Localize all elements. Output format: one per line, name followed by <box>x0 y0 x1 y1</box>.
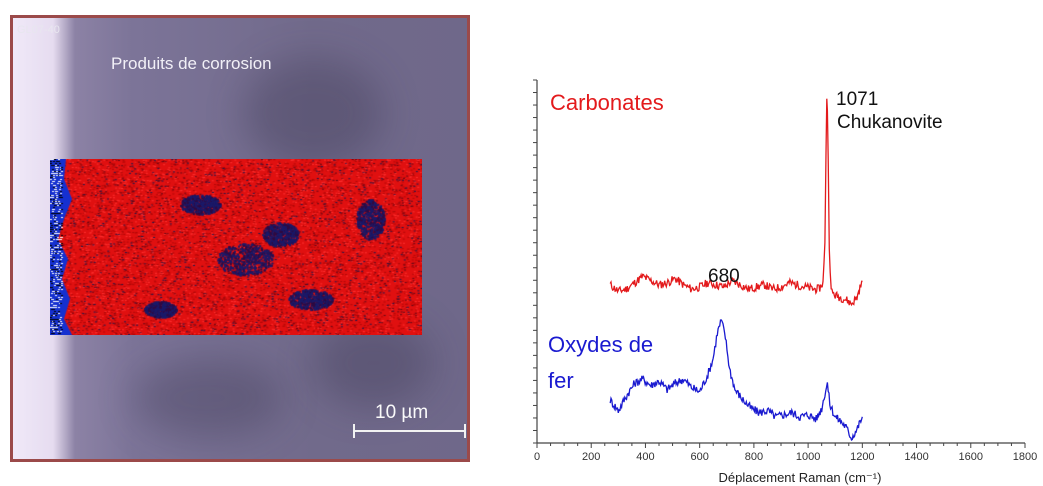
x-tick-label: 1600 <box>959 451 983 463</box>
carbonates-label: Carbonates <box>550 90 664 115</box>
oxides-label-line2: fer <box>548 368 574 393</box>
raman-map-image <box>50 159 422 335</box>
peak-1071-label: 1071 <box>836 89 878 110</box>
x-axis-label: Déplacement Raman (cm⁻¹) <box>719 470 882 485</box>
series-line-carbonates <box>609 98 863 307</box>
chart-labels: Carbonates 1071 Chukanovite 680 Oxydes d… <box>548 89 943 485</box>
micrograph-panel: GL07-40 Produits de corrosion 10 µm <box>10 15 470 462</box>
x-tick-label: 1400 <box>904 451 928 463</box>
chukanovite-label: Chukanovite <box>837 112 943 133</box>
x-tick-label: 0 <box>534 451 540 463</box>
peak-680-label: 680 <box>708 266 740 287</box>
x-tick-label: 800 <box>745 451 763 463</box>
series-line-iron-oxides <box>609 319 863 441</box>
oxides-label-line1: Oxydes de <box>548 332 653 357</box>
x-tick-label: 600 <box>690 451 708 463</box>
chart-axes: 0 200 400 600 800 1000 1200 1400 1600 1800 <box>533 79 1037 463</box>
x-tick-label: 1200 <box>850 451 874 463</box>
x-tick-label: 1000 <box>796 451 820 463</box>
sample-id-label: GL07-40 <box>17 24 60 36</box>
x-tick-label: 400 <box>636 451 654 463</box>
micrograph-title: Produits de corrosion <box>111 54 272 73</box>
scale-bar <box>353 424 466 438</box>
x-tick-label: 200 <box>582 451 600 463</box>
x-tick-label: 1800 <box>1013 451 1037 463</box>
raman-spectrum-chart: 0 200 400 600 800 1000 1200 1400 1600 1800 Carbon… <box>533 79 1037 485</box>
scale-bar-label: 10 µm <box>375 402 429 423</box>
chart-series <box>609 98 863 441</box>
